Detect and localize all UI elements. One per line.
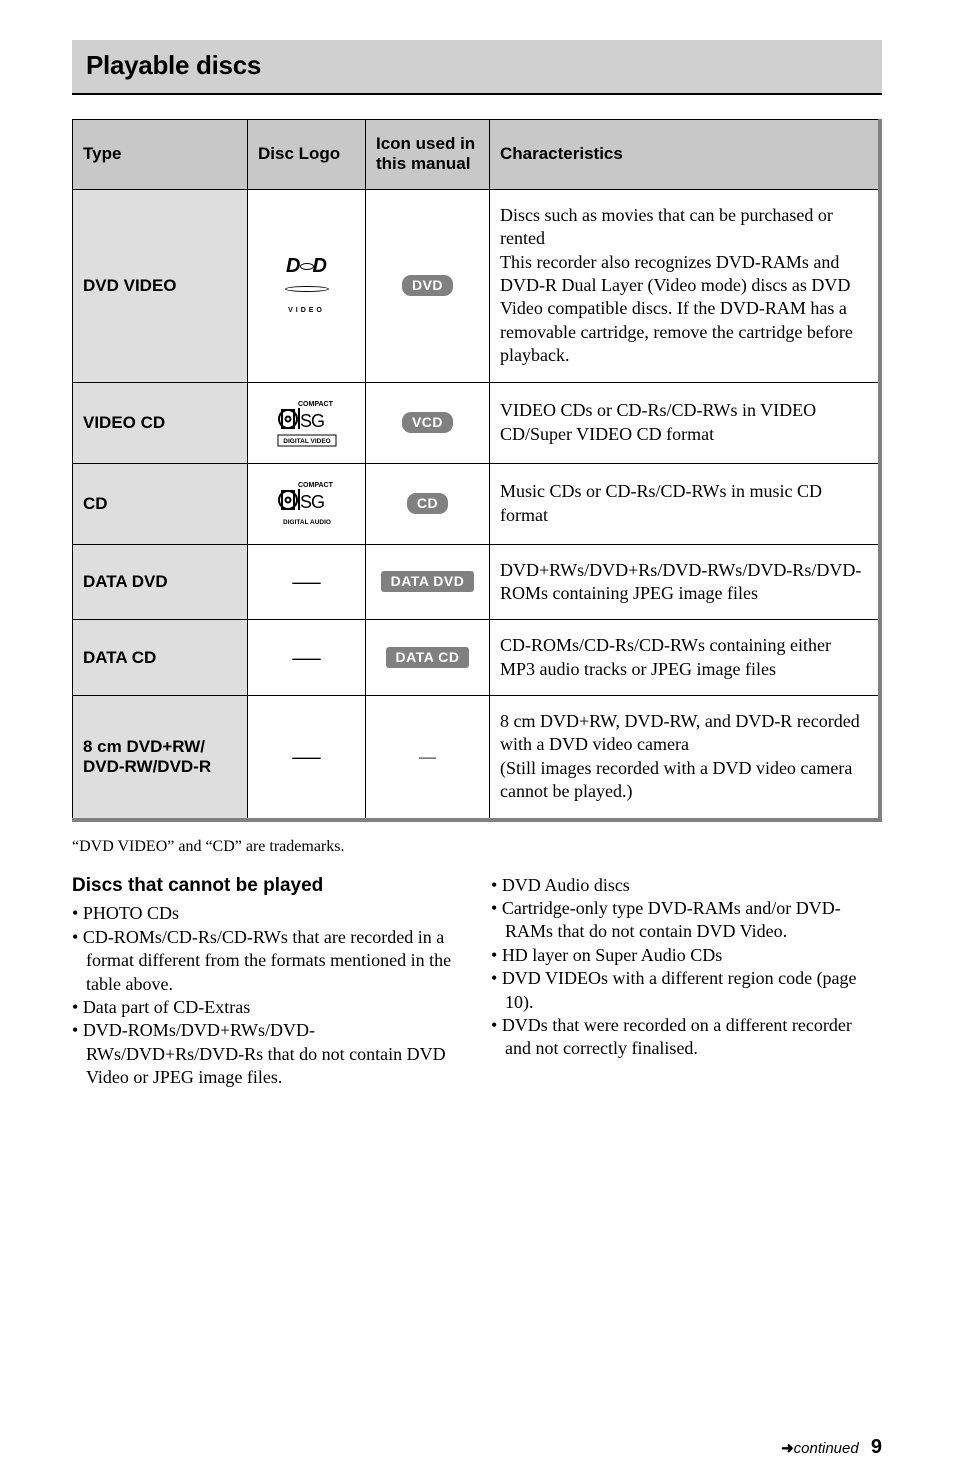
list-item: DVDs that were recorded on a different r… <box>491 1014 882 1061</box>
manual-icon-pill: DATA CD <box>386 647 470 668</box>
type-cell: DATA CD <box>73 620 248 696</box>
icon-cell: DATA DVD <box>366 544 490 620</box>
svg-text:COMPACT: COMPACT <box>298 482 334 489</box>
type-cell: CD <box>73 463 248 544</box>
table-row: 8 cm DVD+RW/DVD-RW/DVD-R — — 8 cm DVD+RW, D… <box>73 696 881 820</box>
em-dash: — <box>293 642 321 673</box>
header-icon: Icon used in this manual <box>366 120 490 190</box>
type-cell: DVD VIDEO <box>73 189 248 382</box>
list-item: Data part of CD-Extras <box>72 996 463 1019</box>
table-header-row: Type Disc Logo Icon used in this manual … <box>73 120 881 190</box>
characteristics-cell: VIDEO CDs or CD-Rs/CD-RWs in VIDEO CD/Su… <box>490 382 881 463</box>
table-row: DATA CD — DATA CD CD-ROMs/CD-Rs/CD-RWs cont… <box>73 620 881 696</box>
logo-cell: — <box>248 544 366 620</box>
svg-text:COMPACT: COMPACT <box>298 401 334 408</box>
characteristics-cell: Music CDs or CD-Rs/CD-RWs in music CD fo… <box>490 463 881 544</box>
characteristics-cell: CD-ROMs/CD-Rs/CD-RWs containing either M… <box>490 620 881 696</box>
logo-cell: — <box>248 696 366 820</box>
compact-disc-logo-icon: COMPACT SG DIGITAL AUDIO <box>258 478 355 530</box>
manual-icon-pill: VCD <box>402 412 453 433</box>
characteristics-cell: DVD+RWs/DVD+Rs/DVD-RWs/DVD-Rs/DVD-ROMs c… <box>490 544 881 620</box>
left-column: Discs that cannot be played PHOTO CDsCD-… <box>72 874 463 1090</box>
compact-disc-logo-icon: COMPACT SG DIGITAL VIDEO <box>258 397 355 449</box>
continued-label: continued <box>794 1440 859 1457</box>
bottom-columns: Discs that cannot be played PHOTO CDsCD-… <box>72 874 882 1090</box>
manual-icon-pill: DVD <box>402 275 453 296</box>
svg-text:SG: SG <box>300 411 324 431</box>
list-item: CD-ROMs/CD-Rs/CD-RWs that are recorded i… <box>72 926 463 996</box>
logo-cell: COMPACT SG DIGITAL VIDEO <box>248 382 366 463</box>
em-dash: — <box>419 747 436 766</box>
header-characteristics: Characteristics <box>490 120 881 190</box>
section-title-bar: Playable discs <box>72 40 882 95</box>
cannot-play-heading: Discs that cannot be played <box>72 874 463 899</box>
logo-cell: COMPACT SG DIGITAL AUDIO <box>248 463 366 544</box>
page-footer: ➜continued 9 <box>781 1436 882 1459</box>
icon-cell: — <box>366 696 490 820</box>
characteristics-cell: 8 cm DVD+RW, DVD-RW, and DVD-R recorded … <box>490 696 881 820</box>
continued-arrow-icon: ➜ <box>781 1440 794 1457</box>
svg-text:SG: SG <box>300 492 324 512</box>
icon-cell: DATA CD <box>366 620 490 696</box>
em-dash: — <box>293 566 321 597</box>
type-cell: VIDEO CD <box>73 382 248 463</box>
list-item: DVD Audio discs <box>491 874 882 897</box>
right-bullet-list: DVD Audio discsCartridge-only type DVD-R… <box>491 874 882 1061</box>
svg-text:DIGITAL AUDIO: DIGITAL AUDIO <box>283 519 331 526</box>
playable-discs-table: Type Disc Logo Icon used in this manual … <box>72 119 882 822</box>
type-cell: DATA DVD <box>73 544 248 620</box>
table-row: DATA DVD — DATA DVD DVD+RWs/DVD+Rs/DVD-RWs/… <box>73 544 881 620</box>
em-dash: — <box>293 741 321 772</box>
table-row: CD COMPACT SG DIGITAL AUDIO CD Music CDs or C… <box>73 463 881 544</box>
icon-cell: VCD <box>366 382 490 463</box>
list-item: DVD-ROMs/DVD+RWs/DVD-RWs/DVD+Rs/DVD-Rs t… <box>72 1019 463 1089</box>
manual-icon-pill: CD <box>407 493 448 514</box>
left-bullet-list: PHOTO CDsCD-ROMs/CD-Rs/CD-RWs that are r… <box>72 902 463 1089</box>
table-row: DVD VIDEODDVIDEO DVD Discs such as movies … <box>73 189 881 382</box>
section-title: Playable discs <box>86 50 868 81</box>
list-item: PHOTO CDs <box>72 902 463 925</box>
header-type: Type <box>73 120 248 190</box>
list-item: DVD VIDEOs with a different region code … <box>491 967 882 1014</box>
right-column: DVD Audio discsCartridge-only type DVD-R… <box>491 874 882 1090</box>
table-row: VIDEO CD COMPACT SG DIGITAL VIDEO VCD VIDEO C… <box>73 382 881 463</box>
logo-cell: DDVIDEO <box>248 189 366 382</box>
list-item: HD layer on Super Audio CDs <box>491 944 882 967</box>
characteristics-cell: Discs such as movies that can be purchas… <box>490 189 881 382</box>
trademark-note: “DVD VIDEO” and “CD” are trademarks. <box>72 838 882 856</box>
icon-cell: DVD <box>366 189 490 382</box>
svg-text:DIGITAL VIDEO: DIGITAL VIDEO <box>283 438 330 445</box>
page-number: 9 <box>871 1436 882 1458</box>
list-item: Cartridge-only type DVD-RAMs and/or DVD-… <box>491 897 882 944</box>
type-cell: 8 cm DVD+RW/DVD-RW/DVD-R <box>73 696 248 820</box>
icon-cell: CD <box>366 463 490 544</box>
header-logo: Disc Logo <box>248 120 366 190</box>
manual-icon-pill: DATA DVD <box>381 571 475 592</box>
logo-cell: — <box>248 620 366 696</box>
dvd-logo-icon: DDVIDEO <box>258 256 355 316</box>
